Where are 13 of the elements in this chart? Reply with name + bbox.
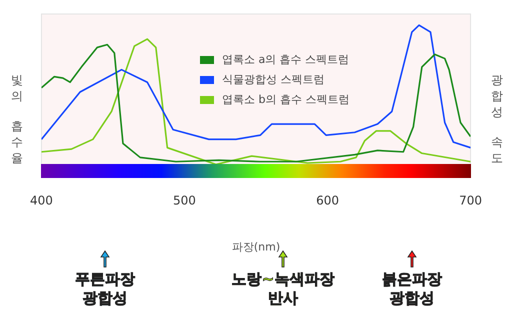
legend-label: 식물광합성 스펙트럼 — [222, 72, 324, 87]
x-tick-label: 600 — [316, 194, 339, 208]
text: 빛의 흡수율 — [11, 73, 23, 165]
x-tick-label: 700 — [459, 194, 482, 208]
text: 푸른파장 광합성 — [74, 270, 136, 308]
x-tick-label: 400 — [30, 194, 53, 208]
x-tick-label: 500 — [173, 194, 196, 208]
legend-label: 엽록소 b의 흡수 스펙트럼 — [222, 92, 350, 107]
legend-label: 엽록소 a의 흡수 스펙트럼 — [222, 52, 350, 67]
text: 광합성 속도 — [491, 73, 503, 165]
text: 노랑~녹색파장 반사 — [230, 270, 336, 308]
x-axis-title: 파장(nm) — [232, 240, 280, 254]
text: 붉은파장 광합성 — [381, 270, 443, 308]
